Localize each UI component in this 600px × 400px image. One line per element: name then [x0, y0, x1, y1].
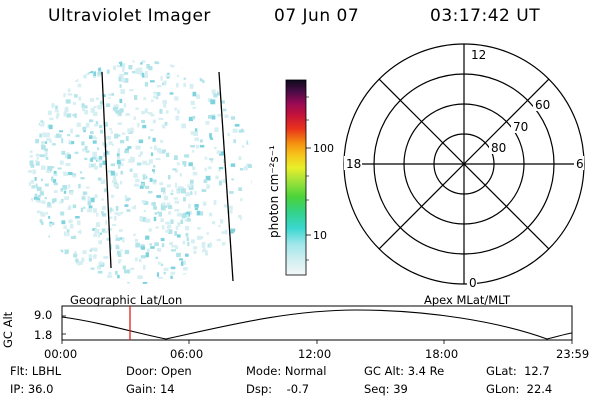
lat-label-80: 80 — [491, 141, 506, 155]
timeline-y-axis-label: GC Alt — [1, 311, 15, 348]
timeline-x-tick-1200: 12:00 — [298, 347, 331, 361]
status-mode: Mode: Normal — [246, 364, 327, 378]
image-meridian-line-right — [218, 71, 234, 282]
status-gc-alt: GC Alt: 3.4 Re — [364, 364, 445, 378]
lat-label-70: 70 — [513, 120, 528, 134]
timeline-x-tick-0000: 00:00 — [44, 347, 77, 361]
timeline-right-title: Apex MLat/MLT — [424, 293, 511, 307]
status-seq: Seq: 39 — [364, 382, 408, 396]
lat-label-60: 60 — [535, 98, 550, 112]
status-gain: Gain: 14 — [126, 382, 175, 396]
colorbar-tick-100: 100 — [313, 142, 334, 155]
timeline-y-tick-9: 9.0 — [34, 308, 52, 322]
colorbar-tick-10: 10 — [313, 229, 327, 242]
mlt-label-0: 0 — [469, 276, 477, 290]
timeline-x-tick-0600: 06:00 — [170, 347, 203, 361]
gc-altitude-curve — [61, 309, 573, 340]
colorbar-units-label: photon cm⁻²s⁻¹ — [267, 145, 281, 238]
mlt-label-12: 12 — [471, 48, 486, 62]
app-title: Ultraviolet Imager — [48, 6, 211, 26]
status-ip: IP: 36.0 — [10, 382, 54, 396]
status-dsp: Dsp: -0.7 — [246, 382, 310, 396]
mlt-label-18: 18 — [346, 157, 361, 171]
timeline-x-tick-1800: 18:00 — [425, 347, 458, 361]
status-glat: GLat: 12.7 — [486, 364, 550, 378]
timeline-y-tick-1.8: 1.8 — [34, 328, 52, 342]
status-glon: GLon: 22.4 — [486, 382, 553, 396]
status-filter: Flt: LBHL — [10, 364, 62, 378]
time-label: 03:17:42 UT — [430, 6, 541, 26]
mlt-label-6: 6 — [576, 157, 584, 171]
timeline-x-tick-2359: 23:59 — [556, 347, 589, 361]
date-label: 07 Jun 07 — [274, 6, 360, 26]
image-meridian-line-left — [101, 71, 112, 269]
status-door: Door: Open — [126, 364, 192, 378]
timeline-left-title: Geographic Lat/Lon — [70, 293, 183, 307]
